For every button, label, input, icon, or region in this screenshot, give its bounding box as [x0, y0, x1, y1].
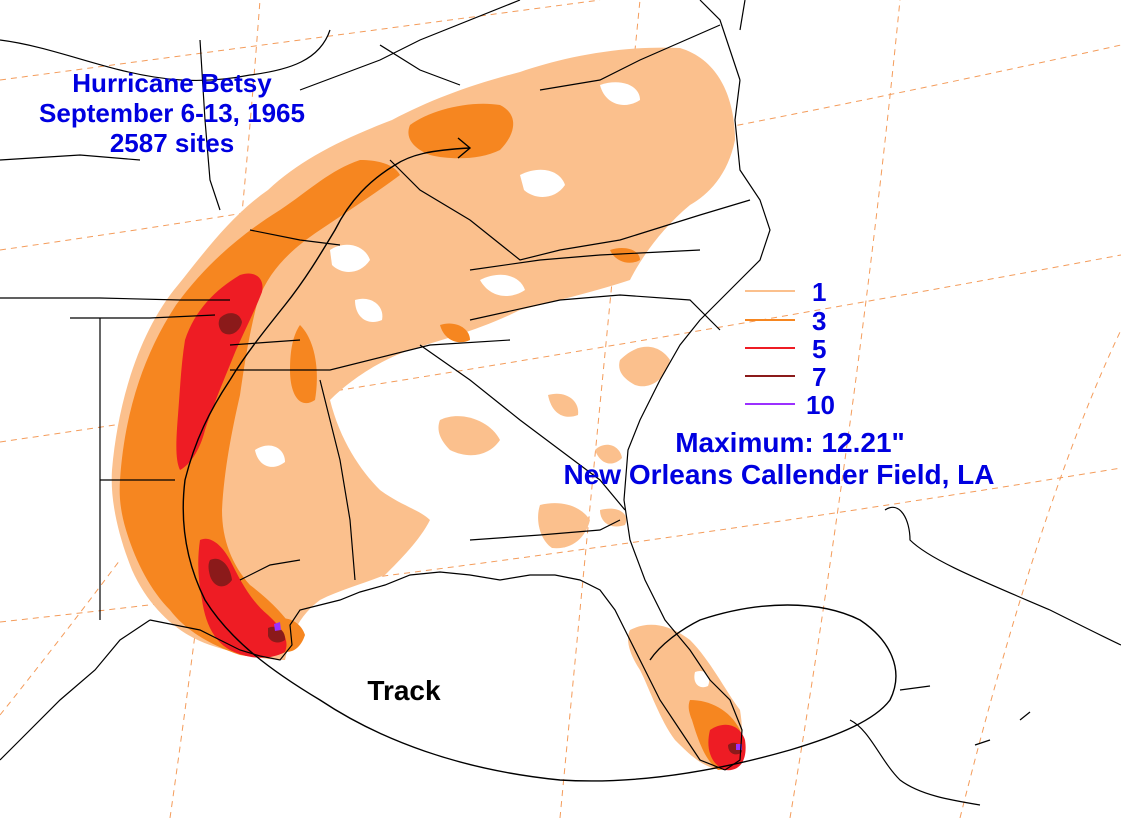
hurricane-track-line — [182, 147, 897, 782]
legend-label-3: 3 — [812, 306, 826, 336]
maximum-annotation: Maximum: 12.21" New Orleans Callender Fi… — [563, 427, 994, 490]
maximum-value: Maximum: 12.21" — [675, 427, 905, 458]
no-rain-patches — [255, 82, 710, 688]
legend-label-1: 1 — [812, 277, 826, 307]
title-line-2: September 6-13, 1965 — [39, 98, 305, 128]
legend-label-5: 5 — [812, 334, 826, 364]
maximum-location: New Orleans Callender Field, LA — [563, 459, 994, 490]
track-arrowhead — [457, 137, 472, 159]
legend-label-7: 7 — [812, 362, 826, 392]
title-line-3: 2587 sites — [110, 128, 234, 158]
rain-7-inch-area — [208, 313, 742, 755]
rainfall-legend: 1 3 5 7 10 — [745, 277, 835, 420]
legend-label-10: 10 — [806, 390, 835, 420]
title-line-1: Hurricane Betsy — [72, 68, 272, 98]
map-title: Hurricane Betsy September 6-13, 1965 258… — [39, 68, 305, 158]
track-label: Track — [367, 675, 441, 706]
